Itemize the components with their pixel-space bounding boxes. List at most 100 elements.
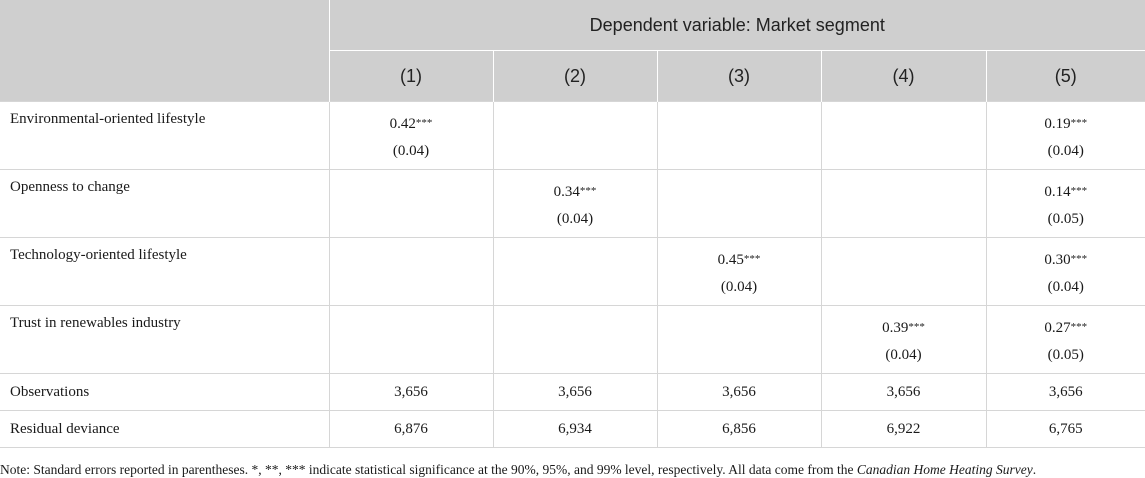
stat-cell: 3,656 [821,374,986,411]
column-header: (4) [821,51,986,102]
standard-error: (0.04) [658,274,821,301]
stat-cell: 6,922 [821,411,986,448]
coefficient-cell: 0.34***(0.04) [493,170,657,238]
coefficient-cell: 0.14***(0.05) [986,170,1145,238]
row-label-cell: Openness to change [0,170,329,238]
stat-cell: 3,656 [329,374,493,411]
row-label: Observations [0,384,329,401]
row-label: Openness to change [0,170,329,196]
estimate-value: 0.34 [554,184,580,200]
row-label: Environmental-oriented lifestyle [0,102,329,128]
column-header: (2) [493,51,657,102]
dependent-variable-header: Dependent variable: Market segment [329,0,1145,51]
significance-stars: *** [580,185,597,197]
coefficient-cell [657,102,821,170]
coefficient-cell [657,170,821,238]
coefficient-estimate: 0.34*** [494,179,657,206]
coefficient-estimate: 0.45*** [658,247,821,274]
row-label-cell: Technology-oriented lifestyle [0,238,329,306]
coefficient-cell: 0.27***(0.05) [986,306,1145,374]
coefficient-cell [821,238,986,306]
significance-stars: *** [416,117,433,129]
coefficient-cell: 0.42***(0.04) [329,102,493,170]
coefficient-cell [493,102,657,170]
standard-error: (0.04) [494,206,657,233]
estimate-value: 0.39 [882,320,908,336]
coefficient-cell [329,306,493,374]
stat-value: 3,656 [987,384,1145,401]
stat-value: 3,656 [822,384,986,401]
significance-stars: *** [1071,185,1088,197]
row-label: Technology-oriented lifestyle [0,238,329,264]
stat-cell: 6,934 [493,411,657,448]
stat-cell: 3,656 [493,374,657,411]
stat-cell: 3,656 [657,374,821,411]
standard-error: (0.04) [987,274,1145,301]
stat-value: 3,656 [330,384,493,401]
significance-stars: *** [744,253,761,265]
coefficient-cell: 0.19***(0.04) [986,102,1145,170]
significance-stars: *** [1071,321,1088,333]
stat-cell: 6,876 [329,411,493,448]
estimate-value: 0.27 [1044,320,1070,336]
coefficient-cell: 0.39***(0.04) [821,306,986,374]
standard-error: (0.05) [987,342,1145,369]
estimate-value: 0.42 [390,116,416,132]
coefficient-estimate: 0.14*** [987,179,1145,206]
significance-stars: *** [908,321,925,333]
row-label-cell: Environmental-oriented lifestyle [0,102,329,170]
stat-value: 6,922 [822,421,986,438]
standard-error: (0.04) [330,138,493,165]
standard-error: (0.04) [987,138,1145,165]
coefficient-cell: 0.30***(0.04) [986,238,1145,306]
coefficient-cell [821,170,986,238]
row-label: Residual deviance [0,421,329,438]
header-row-dependent: Dependent variable: Market segment [0,0,1145,51]
row-label-cell: Trust in renewables industry [0,306,329,374]
regression-table: Dependent variable: Market segment (1) (… [0,0,1145,448]
estimate-value: 0.30 [1044,252,1070,268]
coefficient-cell [657,306,821,374]
stat-cell: 3,656 [986,374,1145,411]
column-header: (3) [657,51,821,102]
stat-cell: 6,765 [986,411,1145,448]
coefficient-cell [821,102,986,170]
coefficient-estimate: 0.39*** [822,315,986,342]
stat-value: 6,765 [987,421,1145,438]
standard-error: (0.04) [822,342,986,369]
coefficient-estimate: 0.30*** [987,247,1145,274]
coefficient-estimate: 0.42*** [330,111,493,138]
coefficient-cell [329,170,493,238]
note-text: Note: Standard errors reported in parent… [0,462,857,477]
coefficient-estimate: 0.19*** [987,111,1145,138]
coefficient-estimate: 0.27*** [987,315,1145,342]
significance-stars: *** [1071,117,1088,129]
stat-value: 6,876 [330,421,493,438]
significance-stars: *** [1071,253,1088,265]
stat-value: 6,856 [658,421,821,438]
estimate-value: 0.14 [1044,184,1070,200]
stat-cell: 6,856 [657,411,821,448]
standard-error: (0.05) [987,206,1145,233]
estimate-value: 0.19 [1044,116,1070,132]
stat-value: 3,656 [658,384,821,401]
row-label: Trust in renewables industry [0,306,329,332]
header-corner [0,0,329,102]
table-note: Note: Standard errors reported in parent… [0,462,1145,478]
column-header: (5) [986,51,1145,102]
coefficient-cell [329,238,493,306]
stat-value: 6,934 [494,421,657,438]
note-end: . [1033,462,1036,477]
coefficient-cell [493,306,657,374]
row-label-cell: Observations [0,374,329,411]
column-header: (1) [329,51,493,102]
coefficient-cell: 0.45***(0.04) [657,238,821,306]
estimate-value: 0.45 [718,252,744,268]
note-source: Canadian Home Heating Survey [857,462,1033,477]
